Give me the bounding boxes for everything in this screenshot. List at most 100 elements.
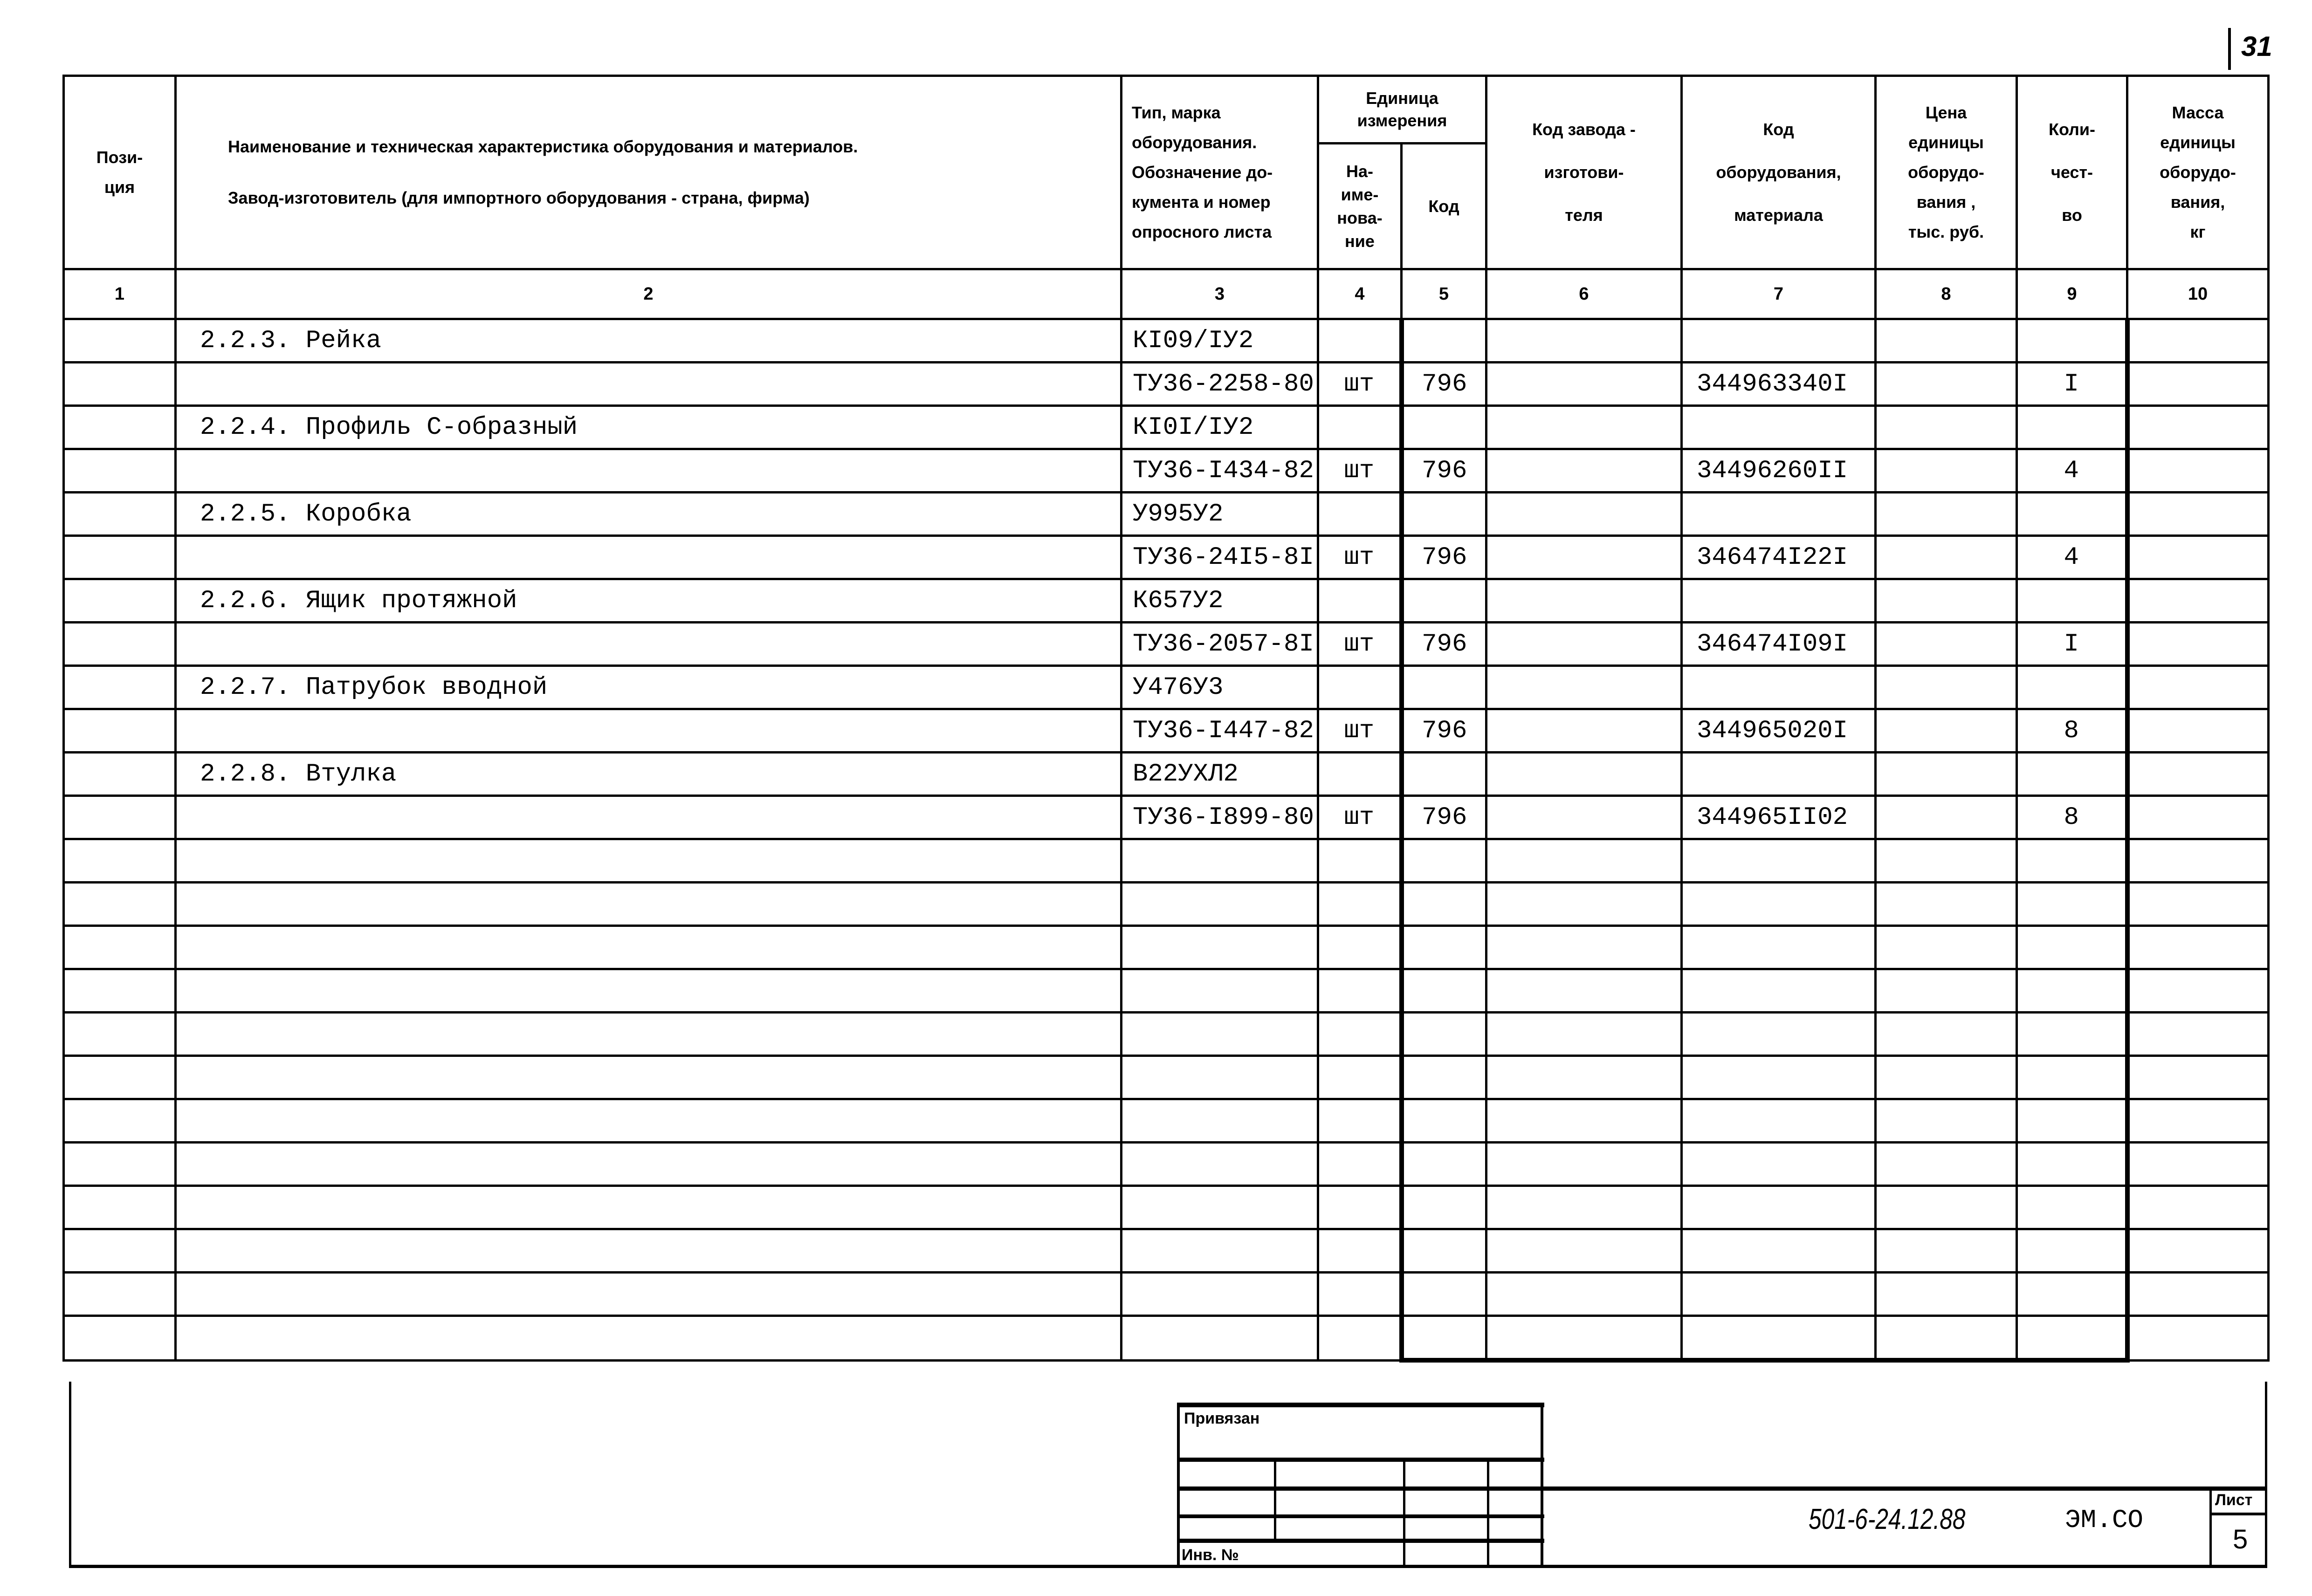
cell-position — [62, 448, 177, 493]
cell-price — [1874, 751, 2018, 797]
cell-factory-code — [1485, 1141, 1683, 1187]
cell-name — [174, 361, 1122, 407]
cell-price — [1874, 795, 2018, 840]
cell-quantity — [2016, 838, 2130, 884]
cell-quantity — [2016, 664, 2130, 710]
cell-mass — [2126, 708, 2270, 753]
cell-price — [1874, 968, 2018, 1014]
cell-quantity: 4 — [2016, 534, 2130, 580]
cell-price — [1874, 1011, 2018, 1057]
header-name-line1: Наименование и техническая характеристик… — [228, 137, 858, 156]
cell-type — [1120, 1228, 1319, 1274]
cell-price — [1874, 318, 2018, 363]
cell-position — [62, 925, 177, 970]
cell-name: 2.2.5. Коробка — [174, 491, 1122, 537]
cell-name — [174, 1228, 1122, 1274]
cell-quantity — [2016, 1271, 2130, 1317]
cell-position — [62, 361, 177, 407]
table-row — [62, 1055, 2270, 1100]
cell-mass — [2126, 1185, 2270, 1230]
cell-price — [1874, 578, 2018, 623]
header-position: Пози- ция — [62, 75, 177, 270]
cell-code — [1680, 1185, 1877, 1230]
table-row — [62, 838, 2270, 884]
cell-name — [174, 448, 1122, 493]
cell-code — [1680, 578, 1877, 623]
cell-price — [1874, 621, 2018, 667]
cell-factory-code — [1485, 708, 1683, 753]
cell-type — [1120, 1011, 1319, 1057]
cell-type — [1120, 925, 1319, 970]
cell-quantity — [2016, 968, 2130, 1014]
cell-type — [1120, 881, 1319, 927]
cell-name — [174, 838, 1122, 884]
cell-price — [1874, 1055, 2018, 1100]
header-factory-code: Код завода - изготови- теля — [1485, 75, 1683, 270]
cell-unit — [1317, 1098, 1403, 1144]
cell-unit-code — [1399, 1271, 1487, 1317]
cell-mass — [2126, 1141, 2270, 1187]
cell-factory-code — [1485, 664, 1683, 710]
cell-mass — [2126, 1228, 2270, 1274]
cell-quantity: I — [2016, 621, 2130, 667]
cell-price — [1874, 708, 2018, 753]
table-row — [62, 925, 2270, 970]
cell-unit-code: 796 — [1399, 448, 1487, 493]
header-unit-code: Код — [1400, 142, 1487, 270]
cell-code: 34496260II — [1680, 448, 1877, 493]
cell-mass — [2126, 795, 2270, 840]
bottom-frame — [69, 1382, 2267, 1568]
cell-unit — [1317, 664, 1403, 710]
cell-type — [1120, 1141, 1319, 1187]
table-row: ТУ36-24I5-8I шт 796 346474I22I 4 — [62, 534, 2270, 580]
table-row — [62, 968, 2270, 1014]
sheet-number: 5 — [2233, 1524, 2248, 1555]
cell-unit — [1317, 1185, 1403, 1230]
cell-price — [1874, 1315, 2018, 1363]
cell-unit — [1317, 1055, 1403, 1100]
cell-mass — [2126, 578, 2270, 623]
cell-unit — [1317, 1011, 1403, 1057]
header-mass: Масса единицы оборудо- вания, кг — [2126, 75, 2270, 270]
cell-name — [174, 1011, 1122, 1057]
cell-factory-code — [1485, 361, 1683, 407]
cell-quantity: 8 — [2016, 795, 2130, 840]
table-row — [62, 881, 2270, 927]
cell-mass — [2126, 448, 2270, 493]
cell-mass — [2126, 925, 2270, 970]
cell-factory-code — [1485, 491, 1683, 537]
cell-quantity — [2016, 1011, 2130, 1057]
cell-code — [1680, 968, 1877, 1014]
divider — [1177, 1539, 1544, 1543]
cell-price — [1874, 491, 2018, 537]
cell-factory-code — [1485, 968, 1683, 1014]
cell-unit-code — [1399, 664, 1487, 710]
cell-mass — [2126, 1055, 2270, 1100]
cell-quantity — [2016, 1098, 2130, 1144]
column-numbers-row: 1 2 3 4 5 6 7 8 9 10 — [62, 268, 2270, 320]
cell-position — [62, 751, 177, 797]
cell-unit-code — [1399, 1185, 1487, 1230]
cell-code — [1680, 1098, 1877, 1144]
column-number: 9 — [2016, 268, 2128, 320]
cell-price — [1874, 664, 2018, 710]
cell-unit-code — [1399, 1228, 1487, 1274]
cell-price — [1874, 838, 2018, 884]
cell-price — [1874, 404, 2018, 450]
cell-quantity — [2016, 925, 2130, 970]
cell-unit: шт — [1317, 708, 1403, 753]
corner-page-number: 31 — [2228, 28, 2272, 70]
cell-mass — [2126, 361, 2270, 407]
cell-mass — [2126, 491, 2270, 537]
cell-name: 2.2.3. Рейка — [174, 318, 1122, 363]
cell-type: В22УХЛ2 — [1120, 751, 1319, 797]
cell-type: ТУ36-I899-80 — [1120, 795, 1319, 840]
cell-name — [174, 795, 1122, 840]
cell-position — [62, 318, 177, 363]
cell-unit — [1317, 1271, 1403, 1317]
table-row — [62, 1271, 2270, 1317]
cell-type — [1120, 1315, 1319, 1362]
cell-unit-code — [1399, 881, 1487, 927]
cell-unit-code: 796 — [1399, 795, 1487, 840]
cell-code — [1680, 318, 1877, 363]
